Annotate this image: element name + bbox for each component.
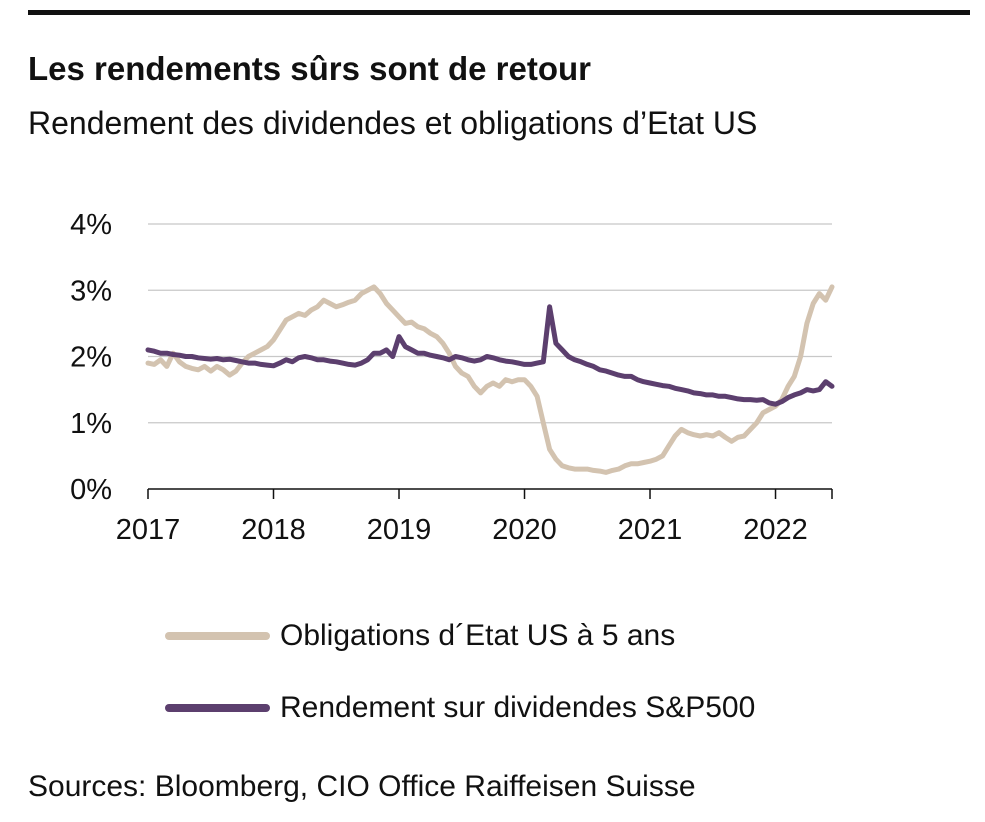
x-tick-label-0: 2017 (116, 514, 181, 546)
legend-label-bonds: Obligations d´Etat US à 5 ans (280, 619, 676, 652)
series-line-0 (145, 284, 835, 475)
line-chart: 0% 1% 2% 3% 4% 2017 2018 2019 2020 2021 2022 (70, 209, 835, 546)
y-tick-label-3: 3% (70, 275, 112, 307)
source-note: Sources: Bloomberg, CIO Office Raiffeise… (28, 770, 696, 803)
legend-item-dividends: Rendement sur dividendes S&P500 (165, 672, 755, 744)
legend-swatch-dividends (165, 704, 270, 712)
series-line-1 (145, 304, 835, 407)
x-tick-label-3: 2020 (492, 514, 557, 546)
x-tick-label-4: 2021 (618, 514, 683, 546)
y-tick-label-1: 1% (70, 408, 112, 440)
legend-swatch-bonds (165, 632, 270, 640)
chart-subtitle: Rendement des dividendes et obligations … (28, 105, 758, 141)
y-tick-label-4: 4% (70, 209, 112, 241)
x-axis: 2017 2018 2019 2020 2021 2022 (116, 488, 833, 546)
y-tick-label-2: 2% (70, 342, 112, 374)
y-axis-labels: 0% 1% 2% 3% 4% (70, 209, 112, 506)
series-lines (145, 284, 835, 475)
legend-item-bonds: Obligations d´Etat US à 5 ans (165, 600, 755, 672)
legend: Obligations d´Etat US à 5 ans Rendement … (165, 600, 755, 744)
top-rule (28, 10, 970, 15)
x-tick-label-2: 2019 (367, 514, 432, 546)
chart-title: Les rendements sûrs sont de retour (28, 50, 591, 87)
x-tick-label-5: 2022 (743, 514, 808, 546)
y-tick-label-0: 0% (70, 474, 112, 506)
grid-lines (148, 223, 832, 424)
x-tick-label-1: 2018 (241, 514, 306, 546)
legend-label-dividends: Rendement sur dividendes S&P500 (280, 691, 756, 724)
